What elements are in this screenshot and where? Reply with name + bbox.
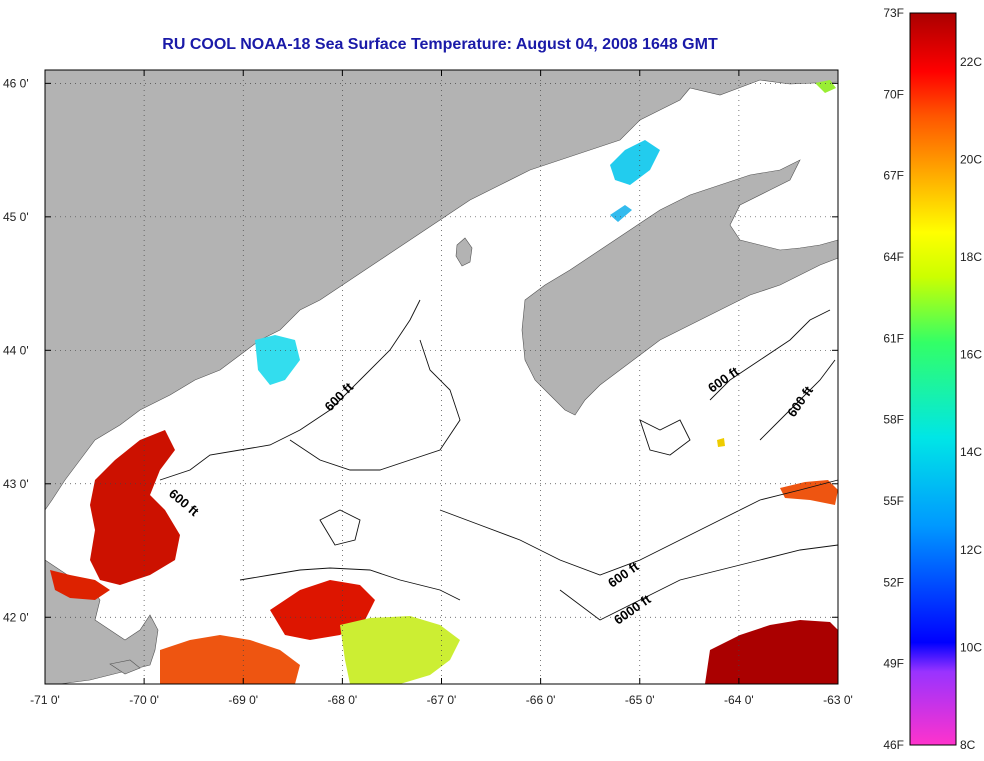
lat-tick-label: 43 0' bbox=[3, 477, 29, 491]
sst-patches bbox=[50, 80, 838, 684]
colorbar-c-label: 18C bbox=[960, 250, 982, 264]
contour-600ft-ns-east2 bbox=[759, 359, 836, 441]
lat-tick-label: 45 0' bbox=[3, 210, 29, 224]
lon-tick-label: -65 0' bbox=[625, 693, 655, 707]
sst-patch-south-orange bbox=[160, 635, 300, 684]
colorbar-c-label: 20C bbox=[960, 152, 982, 166]
sst-patch-ma-red bbox=[50, 570, 110, 600]
colorbar-f-label: 64F bbox=[883, 250, 904, 264]
latitude-labels: 46 0' 45 0' 44 0' 43 0' 42 0' bbox=[3, 76, 29, 624]
lon-tick-label: -69 0' bbox=[228, 693, 258, 707]
colorbar-fahrenheit-labels: 73F 70F 67F 64F 61F 58F 55F 52F 49F 46F bbox=[883, 6, 904, 752]
colorbar-f-label: 49F bbox=[883, 657, 904, 671]
contour-6000ft bbox=[559, 544, 839, 621]
colorbar-c-label: 12C bbox=[960, 543, 982, 557]
colorbar-f-label: 67F bbox=[883, 169, 904, 183]
sst-patch-southwest-red bbox=[90, 430, 180, 585]
lat-tick-label: 46 0' bbox=[3, 76, 29, 90]
colorbar-c-label: 8C bbox=[960, 738, 976, 752]
colorbar-f-label: 70F bbox=[883, 87, 904, 101]
bathymetry-contours bbox=[159, 299, 839, 621]
lon-tick-label: -66 0' bbox=[526, 693, 556, 707]
contour-browns bbox=[639, 419, 691, 456]
sst-patch-east-orange bbox=[780, 480, 838, 505]
lon-tick-label: -70 0' bbox=[129, 693, 159, 707]
colorbar-gradient bbox=[909, 12, 957, 746]
colorbar-f-label: 46F bbox=[883, 738, 904, 752]
map-title: RU COOL NOAA-18 Sea Surface Temperature:… bbox=[162, 36, 718, 53]
lon-tick-label: -67 0' bbox=[427, 693, 457, 707]
contour-600ft-gulf-mid bbox=[289, 339, 461, 471]
colorbar-f-label: 58F bbox=[883, 413, 904, 427]
sst-patch-se-darkred bbox=[705, 620, 838, 684]
lon-tick-label: -71 0' bbox=[30, 693, 60, 707]
contour-600ft-gulf-west bbox=[159, 299, 421, 481]
sst-patch-mid-yellow bbox=[717, 438, 725, 447]
sst-patch-fundy-strip bbox=[610, 205, 632, 222]
colorbar-f-label: 55F bbox=[883, 494, 904, 508]
map-frame bbox=[44, 69, 839, 685]
lon-tick-label: -63 0' bbox=[823, 693, 853, 707]
sst-map: -71 0' -70 0' -69 0' -68 0' -67 0' -66 0' -65 … bbox=[3, 69, 853, 707]
colorbar-c-label: 16C bbox=[960, 348, 982, 362]
colorbar-f-label: 73F bbox=[883, 6, 904, 20]
colorbar: 73F 70F 67F 64F 61F 58F 55F 52F 49F 46F 22C 20C 18C… bbox=[883, 6, 982, 752]
longitude-labels: -71 0' -70 0' -69 0' -68 0' -67 0' -66 0' -65 … bbox=[30, 693, 853, 707]
colorbar-c-label: 14C bbox=[960, 445, 982, 459]
colorbar-celsius-labels: 22C 20C 18C 16C 14C 12C 10C 8C bbox=[960, 55, 982, 752]
lat-tick-label: 44 0' bbox=[3, 343, 29, 357]
colorbar-f-label: 61F bbox=[883, 331, 904, 345]
lon-tick-label: -68 0' bbox=[328, 693, 358, 707]
graticule bbox=[44, 70, 839, 684]
contour-gulf-small bbox=[319, 509, 361, 546]
land-grand-manan bbox=[455, 237, 473, 267]
sst-patch-penobscot bbox=[255, 335, 300, 385]
contour-600ft-georges bbox=[239, 567, 461, 601]
lon-tick-label: -64 0' bbox=[724, 693, 754, 707]
land-islands bbox=[109, 659, 141, 675]
colorbar-c-label: 10C bbox=[960, 640, 982, 654]
lat-tick-label: 42 0' bbox=[3, 610, 29, 624]
sst-patch-south-yellow bbox=[340, 616, 460, 684]
colorbar-c-label: 22C bbox=[960, 55, 982, 69]
colorbar-f-label: 52F bbox=[883, 575, 904, 589]
sst-patch-bay-of-fundy bbox=[610, 140, 660, 185]
land-nova-scotia bbox=[521, 159, 839, 416]
